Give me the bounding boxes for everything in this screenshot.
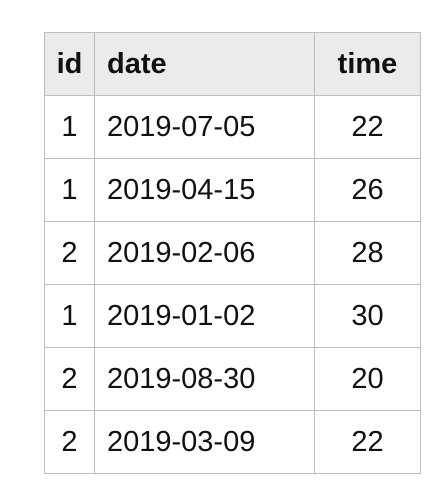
table-row: 2 2019-02-06 28 <box>44 221 421 285</box>
header-row: id date time <box>44 32 421 96</box>
cell-date: 2019-02-06 <box>94 221 315 285</box>
data-table-container: id date time 1 2019-07-05 22 1 2019-04-1… <box>44 32 421 474</box>
table-row: 2 2019-03-09 22 <box>44 410 421 474</box>
cell-id: 2 <box>44 221 95 285</box>
cell-time: 22 <box>314 410 421 474</box>
cell-id: 1 <box>44 158 95 222</box>
column-header-date: date <box>94 32 315 96</box>
cell-time: 30 <box>314 284 421 348</box>
cell-id: 1 <box>44 284 95 348</box>
cell-id: 2 <box>44 347 95 411</box>
cell-date: 2019-01-02 <box>94 284 315 348</box>
cell-time: 22 <box>314 95 421 159</box>
table-row: 1 2019-07-05 22 <box>44 95 421 159</box>
cell-id: 1 <box>44 95 95 159</box>
cell-time: 28 <box>314 221 421 285</box>
table-row: 1 2019-01-02 30 <box>44 284 421 348</box>
cell-id: 2 <box>44 410 95 474</box>
data-table: id date time 1 2019-07-05 22 1 2019-04-1… <box>44 32 421 474</box>
table-row: 1 2019-04-15 26 <box>44 158 421 222</box>
table-header: id date time <box>44 32 421 96</box>
column-header-time: time <box>314 32 421 96</box>
table-row: 2 2019-08-30 20 <box>44 347 421 411</box>
cell-date: 2019-08-30 <box>94 347 315 411</box>
cell-date: 2019-07-05 <box>94 95 315 159</box>
cell-date: 2019-04-15 <box>94 158 315 222</box>
table-body: 1 2019-07-05 22 1 2019-04-15 26 2 2019-0… <box>44 95 421 474</box>
column-header-id: id <box>44 32 95 96</box>
cell-time: 20 <box>314 347 421 411</box>
cell-time: 26 <box>314 158 421 222</box>
cell-date: 2019-03-09 <box>94 410 315 474</box>
